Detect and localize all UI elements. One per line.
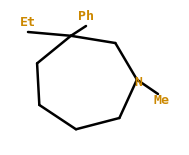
- Text: N: N: [134, 77, 142, 89]
- Text: Ph: Ph: [78, 9, 94, 22]
- Text: Me: Me: [154, 93, 170, 106]
- Text: Et: Et: [20, 16, 36, 29]
